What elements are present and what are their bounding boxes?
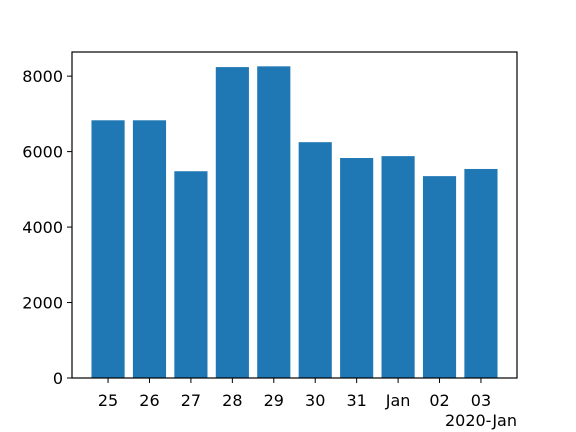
x-offset-label: 2020-Jan: [445, 411, 517, 430]
x-tick-label: 26: [139, 391, 159, 410]
x-tick-label: 27: [181, 391, 201, 410]
x-tick-label: 31: [346, 391, 366, 410]
y-tick-label: 8000: [22, 67, 63, 86]
bar: [132, 120, 167, 379]
bar: [422, 176, 457, 378]
bar: [257, 66, 291, 379]
bar: [464, 168, 498, 378]
bar: [215, 67, 249, 378]
y-tick-label: 0: [53, 369, 63, 388]
y-tick-label: 4000: [22, 218, 63, 237]
x-tick-label: 29: [264, 391, 284, 410]
bar: [91, 120, 125, 379]
y-tick-label: 2000: [22, 294, 63, 313]
x-tick-label: 03: [471, 391, 491, 410]
x-tick-label: 30: [305, 391, 325, 410]
bar: [381, 156, 415, 378]
bar: [298, 142, 332, 378]
bar: [174, 171, 208, 378]
y-tick-label: 6000: [22, 143, 63, 162]
x-tick-label: 25: [98, 391, 118, 410]
bar: [340, 158, 374, 378]
x-tick-label: Jan: [385, 391, 411, 410]
x-tick-label: 28: [222, 391, 242, 410]
x-tick-label: 02: [429, 391, 449, 410]
plot-frame: [71, 51, 518, 379]
